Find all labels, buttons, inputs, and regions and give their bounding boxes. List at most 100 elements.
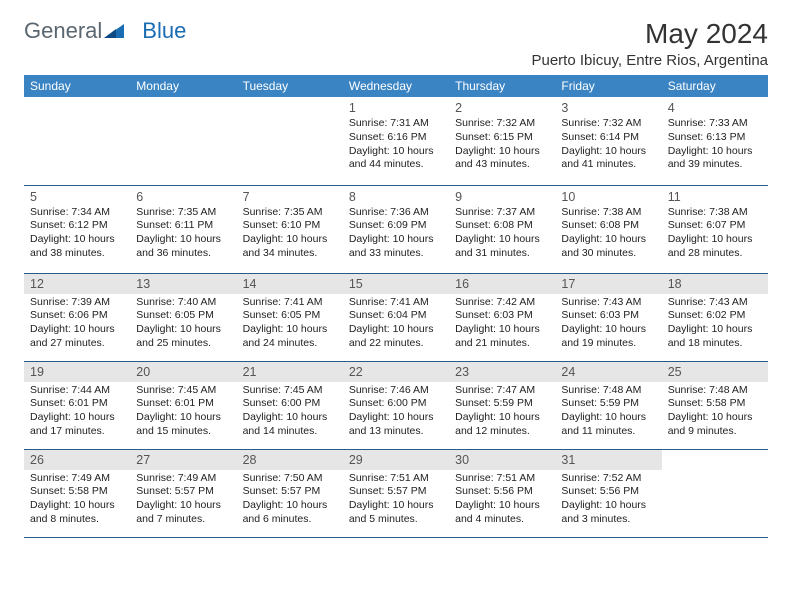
sunset-text: Sunset: 6:15 PM bbox=[455, 131, 549, 145]
day-number: 31 bbox=[555, 450, 661, 470]
day-number: 30 bbox=[449, 450, 555, 470]
calendar-day-cell: 29Sunrise: 7:51 AMSunset: 5:57 PMDayligh… bbox=[343, 449, 449, 537]
brand-logo: General Blue bbox=[24, 18, 186, 44]
calendar-day-cell: 25Sunrise: 7:48 AMSunset: 5:58 PMDayligh… bbox=[662, 361, 768, 449]
daylight-text: Daylight: 10 hours and 12 minutes. bbox=[455, 411, 549, 438]
day-header: Tuesday bbox=[237, 75, 343, 97]
calendar-day-cell bbox=[130, 97, 236, 185]
sunrise-text: Sunrise: 7:38 AM bbox=[668, 206, 762, 220]
calendar-day-cell: 15Sunrise: 7:41 AMSunset: 6:04 PMDayligh… bbox=[343, 273, 449, 361]
day-number: 21 bbox=[237, 362, 343, 382]
daylight-text: Daylight: 10 hours and 4 minutes. bbox=[455, 499, 549, 526]
day-header: Sunday bbox=[24, 75, 130, 97]
sunrise-text: Sunrise: 7:44 AM bbox=[30, 384, 124, 398]
calendar-day-cell: 6Sunrise: 7:35 AMSunset: 6:11 PMDaylight… bbox=[130, 185, 236, 273]
daylight-text: Daylight: 10 hours and 44 minutes. bbox=[349, 145, 443, 172]
calendar-day-cell: 20Sunrise: 7:45 AMSunset: 6:01 PMDayligh… bbox=[130, 361, 236, 449]
sunset-text: Sunset: 5:57 PM bbox=[243, 485, 337, 499]
calendar-day-cell: 10Sunrise: 7:38 AMSunset: 6:08 PMDayligh… bbox=[555, 185, 661, 273]
daylight-text: Daylight: 10 hours and 11 minutes. bbox=[561, 411, 655, 438]
calendar-day-cell: 8Sunrise: 7:36 AMSunset: 6:09 PMDaylight… bbox=[343, 185, 449, 273]
sunrise-text: Sunrise: 7:45 AM bbox=[136, 384, 230, 398]
sunset-text: Sunset: 6:14 PM bbox=[561, 131, 655, 145]
sunrise-text: Sunrise: 7:48 AM bbox=[668, 384, 762, 398]
daylight-text: Daylight: 10 hours and 21 minutes. bbox=[455, 323, 549, 350]
day-number: 4 bbox=[668, 100, 762, 116]
daylight-text: Daylight: 10 hours and 7 minutes. bbox=[136, 499, 230, 526]
sunset-text: Sunset: 5:58 PM bbox=[668, 397, 762, 411]
brand-part2: Blue bbox=[142, 18, 186, 44]
day-number: 17 bbox=[555, 274, 661, 294]
calendar-day-cell: 22Sunrise: 7:46 AMSunset: 6:00 PMDayligh… bbox=[343, 361, 449, 449]
daylight-text: Daylight: 10 hours and 17 minutes. bbox=[30, 411, 124, 438]
day-number: 5 bbox=[30, 189, 124, 205]
calendar-day-cell: 31Sunrise: 7:52 AMSunset: 5:56 PMDayligh… bbox=[555, 449, 661, 537]
day-number: 14 bbox=[237, 274, 343, 294]
sunset-text: Sunset: 6:05 PM bbox=[136, 309, 230, 323]
sunrise-text: Sunrise: 7:32 AM bbox=[561, 117, 655, 131]
day-number: 15 bbox=[343, 274, 449, 294]
daylight-text: Daylight: 10 hours and 19 minutes. bbox=[561, 323, 655, 350]
sunrise-text: Sunrise: 7:35 AM bbox=[243, 206, 337, 220]
daylight-text: Daylight: 10 hours and 34 minutes. bbox=[243, 233, 337, 260]
sunset-text: Sunset: 6:01 PM bbox=[136, 397, 230, 411]
page-header: General Blue May 2024 Puerto Ibicuy, Ent… bbox=[24, 18, 768, 69]
daylight-text: Daylight: 10 hours and 25 minutes. bbox=[136, 323, 230, 350]
calendar-day-cell: 23Sunrise: 7:47 AMSunset: 5:59 PMDayligh… bbox=[449, 361, 555, 449]
calendar-day-cell: 19Sunrise: 7:44 AMSunset: 6:01 PMDayligh… bbox=[24, 361, 130, 449]
sunset-text: Sunset: 6:12 PM bbox=[30, 219, 124, 233]
sunrise-text: Sunrise: 7:52 AM bbox=[561, 472, 655, 486]
daylight-text: Daylight: 10 hours and 24 minutes. bbox=[243, 323, 337, 350]
sunrise-text: Sunrise: 7:40 AM bbox=[136, 296, 230, 310]
calendar-day-cell: 24Sunrise: 7:48 AMSunset: 5:59 PMDayligh… bbox=[555, 361, 661, 449]
sunrise-text: Sunrise: 7:42 AM bbox=[455, 296, 549, 310]
day-header: Saturday bbox=[662, 75, 768, 97]
daylight-text: Daylight: 10 hours and 3 minutes. bbox=[561, 499, 655, 526]
day-number: 7 bbox=[243, 189, 337, 205]
sunset-text: Sunset: 6:08 PM bbox=[561, 219, 655, 233]
day-number: 18 bbox=[662, 274, 768, 294]
sunset-text: Sunset: 6:08 PM bbox=[455, 219, 549, 233]
sunrise-text: Sunrise: 7:49 AM bbox=[30, 472, 124, 486]
calendar-week-row: 26Sunrise: 7:49 AMSunset: 5:58 PMDayligh… bbox=[24, 449, 768, 537]
sunrise-text: Sunrise: 7:41 AM bbox=[349, 296, 443, 310]
daylight-text: Daylight: 10 hours and 41 minutes. bbox=[561, 145, 655, 172]
sunrise-text: Sunrise: 7:47 AM bbox=[455, 384, 549, 398]
sunset-text: Sunset: 5:57 PM bbox=[349, 485, 443, 499]
sunrise-text: Sunrise: 7:43 AM bbox=[561, 296, 655, 310]
calendar-day-cell: 4Sunrise: 7:33 AMSunset: 6:13 PMDaylight… bbox=[662, 97, 768, 185]
sunrise-text: Sunrise: 7:36 AM bbox=[349, 206, 443, 220]
calendar-day-cell: 16Sunrise: 7:42 AMSunset: 6:03 PMDayligh… bbox=[449, 273, 555, 361]
sunrise-text: Sunrise: 7:46 AM bbox=[349, 384, 443, 398]
sunrise-text: Sunrise: 7:51 AM bbox=[349, 472, 443, 486]
sunrise-text: Sunrise: 7:43 AM bbox=[668, 296, 762, 310]
daylight-text: Daylight: 10 hours and 8 minutes. bbox=[30, 499, 124, 526]
daylight-text: Daylight: 10 hours and 31 minutes. bbox=[455, 233, 549, 260]
calendar-day-cell: 3Sunrise: 7:32 AMSunset: 6:14 PMDaylight… bbox=[555, 97, 661, 185]
sunrise-text: Sunrise: 7:39 AM bbox=[30, 296, 124, 310]
calendar-day-cell bbox=[24, 97, 130, 185]
calendar-week-row: 19Sunrise: 7:44 AMSunset: 6:01 PMDayligh… bbox=[24, 361, 768, 449]
day-number: 1 bbox=[349, 100, 443, 116]
calendar-day-cell: 14Sunrise: 7:41 AMSunset: 6:05 PMDayligh… bbox=[237, 273, 343, 361]
day-number: 28 bbox=[237, 450, 343, 470]
sunset-text: Sunset: 6:07 PM bbox=[668, 219, 762, 233]
day-number: 9 bbox=[455, 189, 549, 205]
day-number: 10 bbox=[561, 189, 655, 205]
calendar-day-cell: 21Sunrise: 7:45 AMSunset: 6:00 PMDayligh… bbox=[237, 361, 343, 449]
day-number: 2 bbox=[455, 100, 549, 116]
sunset-text: Sunset: 6:09 PM bbox=[349, 219, 443, 233]
calendar-day-cell bbox=[237, 97, 343, 185]
calendar-day-cell: 2Sunrise: 7:32 AMSunset: 6:15 PMDaylight… bbox=[449, 97, 555, 185]
sunset-text: Sunset: 6:03 PM bbox=[561, 309, 655, 323]
day-number: 26 bbox=[24, 450, 130, 470]
sunset-text: Sunset: 5:59 PM bbox=[455, 397, 549, 411]
calendar-day-cell: 30Sunrise: 7:51 AMSunset: 5:56 PMDayligh… bbox=[449, 449, 555, 537]
day-number: 12 bbox=[24, 274, 130, 294]
calendar-table: SundayMondayTuesdayWednesdayThursdayFrid… bbox=[24, 75, 768, 538]
day-number: 27 bbox=[130, 450, 236, 470]
daylight-text: Daylight: 10 hours and 6 minutes. bbox=[243, 499, 337, 526]
sunset-text: Sunset: 6:11 PM bbox=[136, 219, 230, 233]
day-number: 3 bbox=[561, 100, 655, 116]
logo-triangle-icon bbox=[104, 18, 124, 44]
